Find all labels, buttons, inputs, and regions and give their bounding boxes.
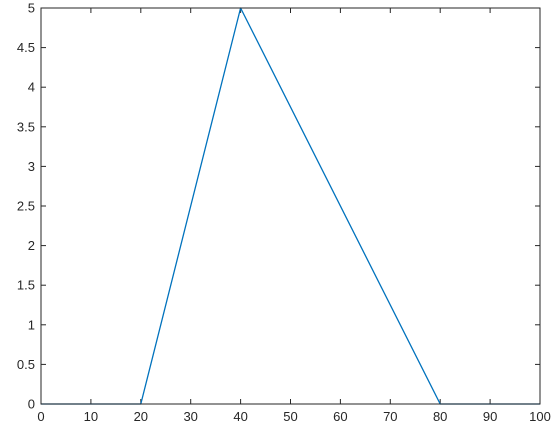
x-tick-label: 70 xyxy=(383,409,397,424)
x-tick-label: 30 xyxy=(183,409,197,424)
y-tick-label: 4.5 xyxy=(17,40,35,55)
series-layer xyxy=(40,7,541,405)
x-tick-label: 20 xyxy=(134,409,148,424)
y-tick-label: 3 xyxy=(28,159,35,174)
tick-marks xyxy=(40,7,541,405)
x-tick-labels: 0 10 20 30 40 50 60 70 80 90 100 xyxy=(37,409,550,424)
series-line xyxy=(41,7,540,405)
x-tick-label: 50 xyxy=(283,409,297,424)
x-tick-label: 90 xyxy=(483,409,497,424)
y-tick-label: 2.5 xyxy=(17,199,35,214)
y-tick-label: 3.5 xyxy=(17,119,35,134)
x-tick-label: 80 xyxy=(433,409,447,424)
y-tick-label: 1.5 xyxy=(17,278,35,293)
y-tick-label: 1 xyxy=(28,317,35,332)
y-tick-label: 0 xyxy=(28,397,35,412)
x-tick-label: 10 xyxy=(84,409,98,424)
y-tick-label: 4 xyxy=(28,80,35,95)
x-tick-label: 60 xyxy=(333,409,347,424)
x-tick-label: 40 xyxy=(233,409,247,424)
axes-box xyxy=(40,7,541,405)
y-tick-label: 5 xyxy=(28,1,35,16)
x-tick-label: 100 xyxy=(529,409,551,424)
y-tick-label: 2 xyxy=(28,238,35,253)
x-tick-label: 0 xyxy=(37,409,44,424)
y-tick-labels: 0 0.5 1 1.5 2 2.5 3 3.5 4 4.5 5 xyxy=(17,1,35,412)
y-tick-label: 0.5 xyxy=(17,357,35,372)
